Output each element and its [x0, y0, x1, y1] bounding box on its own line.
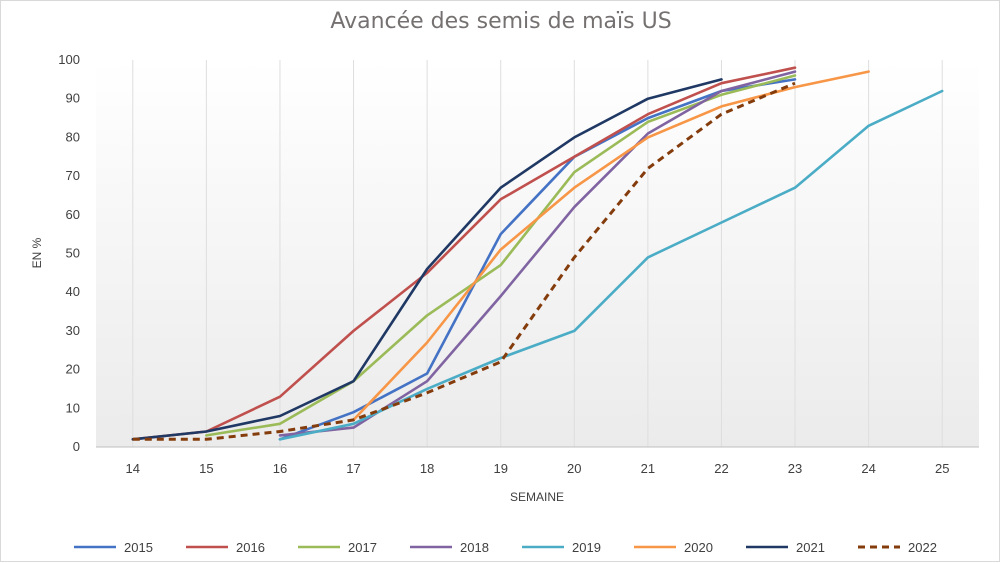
x-tick-24: 24 — [861, 461, 875, 476]
legend-item-2018: 2018 — [410, 540, 489, 555]
legend: 2015 2016 2017 2018 2019 2020 2021 2022 — [74, 540, 937, 555]
series-lines — [131, 66, 944, 441]
chart-title: Avancée des semis de maïs US — [330, 9, 671, 34]
x-tick-23: 23 — [788, 461, 802, 476]
x-tick-25: 25 — [935, 461, 949, 476]
x-tick-18: 18 — [420, 461, 434, 476]
legend-label-2016: 2016 — [236, 540, 265, 555]
x-tick-22: 22 — [714, 461, 728, 476]
series-line-2018 — [278, 70, 797, 437]
y-tick-10: 10 — [66, 400, 80, 415]
x-tick-21: 21 — [641, 461, 655, 476]
x-tick-17: 17 — [346, 461, 360, 476]
legend-label-2022: 2022 — [908, 540, 937, 555]
x-tick-labels: 14 15 16 17 18 19 20 21 22 23 24 25 — [126, 461, 950, 476]
y-tick-80: 80 — [66, 129, 80, 144]
series-line-2019 — [278, 89, 944, 441]
legend-label-2018: 2018 — [460, 540, 489, 555]
y-tick-60: 60 — [66, 207, 80, 222]
y-tick-20: 20 — [66, 362, 80, 377]
legend-label-2015: 2015 — [124, 540, 153, 555]
legend-label-2019: 2019 — [572, 540, 601, 555]
x-tick-14: 14 — [126, 461, 140, 476]
x-tick-19: 19 — [493, 461, 507, 476]
y-axis-title: EN % — [30, 237, 44, 268]
legend-label-2021: 2021 — [796, 540, 825, 555]
series-line-2016 — [131, 66, 797, 441]
legend-item-2017: 2017 — [298, 540, 377, 555]
legend-item-2019: 2019 — [522, 540, 601, 555]
grid-lines — [132, 60, 943, 447]
y-tick-90: 90 — [66, 91, 80, 106]
legend-label-2020: 2020 — [684, 540, 713, 555]
y-tick-40: 40 — [66, 284, 80, 299]
legend-item-2022: 2022 — [858, 540, 937, 555]
x-axis-title: SEMAINE — [510, 490, 564, 504]
legend-item-2021: 2021 — [746, 540, 825, 555]
y-tick-100: 100 — [58, 52, 80, 67]
series-line-2021 — [131, 78, 723, 441]
series-line-2020 — [352, 70, 870, 422]
legend-label-2017: 2017 — [348, 540, 377, 555]
y-tick-70: 70 — [66, 168, 80, 183]
legend-item-2020: 2020 — [634, 540, 713, 555]
y-tick-30: 30 — [66, 323, 80, 338]
y-tick-50: 50 — [66, 246, 80, 261]
x-tick-15: 15 — [199, 461, 213, 476]
legend-item-2015: 2015 — [74, 540, 153, 555]
y-tick-0: 0 — [73, 439, 80, 454]
x-tick-16: 16 — [273, 461, 287, 476]
y-tick-labels: 0 10 20 30 40 50 60 70 80 90 100 — [58, 52, 80, 454]
x-tick-20: 20 — [567, 461, 581, 476]
series-line-2022 — [132, 81, 796, 441]
legend-item-2016: 2016 — [186, 540, 265, 555]
